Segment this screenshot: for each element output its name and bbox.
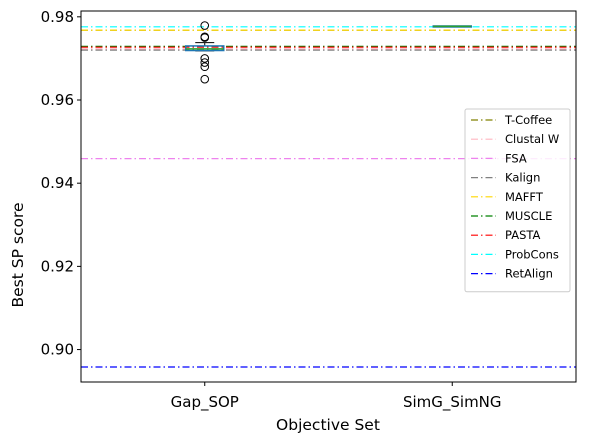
legend-box [464, 108, 571, 293]
outlier-gap-sop-3 [200, 54, 210, 63]
legend-label-retalign: RetAlign [505, 267, 553, 281]
legend-label-fsa: FSA [505, 151, 527, 165]
outlier-gap-sop-6 [200, 74, 210, 84]
outlier-gap-sop-2 [200, 33, 210, 42]
legend-label-muscle: MUSCLE [505, 209, 552, 223]
y-tick-label: 0.96 [41, 91, 74, 109]
boxes-layer [185, 21, 472, 84]
ref-lines-layer [81, 26, 576, 368]
outlier-gap-sop-5 [200, 62, 210, 72]
plot-frame [80, 10, 577, 383]
x-axis: Gap_SOP SimG_SimNG [171, 382, 502, 412]
y-axis: 0.90 0.92 0.94 0.96 0.98 [41, 8, 81, 359]
legend: T-Coffee Clustal W FSA Kalign MAFFT MUSCLE PAS… [464, 108, 571, 293]
x-axis-label: Objective Set [276, 416, 380, 434]
legend-label-kalign: Kalign [505, 171, 540, 185]
legend-label-pasta: PASTA [505, 228, 540, 242]
y-axis-label: Best SP score [9, 202, 27, 307]
legend-label-clustal-w: Clustal W [505, 132, 559, 146]
legend-label-t-coffee: T-Coffee [504, 113, 552, 127]
y-tick-label: 0.92 [41, 257, 74, 275]
y-tick-label: 0.94 [41, 174, 74, 192]
outlier-gap-sop-4 [200, 58, 210, 67]
legend-label-mafft: MAFFT [505, 190, 544, 204]
y-tick-label: 0.98 [41, 8, 74, 26]
x-tick-label: SimG_SimNG [403, 393, 502, 412]
outlier-gap-sop-0 [200, 21, 210, 30]
x-tick-label: Gap_SOP [171, 393, 239, 412]
legend-label-probcons: ProbCons [505, 247, 559, 261]
y-tick-label: 0.90 [41, 341, 74, 359]
